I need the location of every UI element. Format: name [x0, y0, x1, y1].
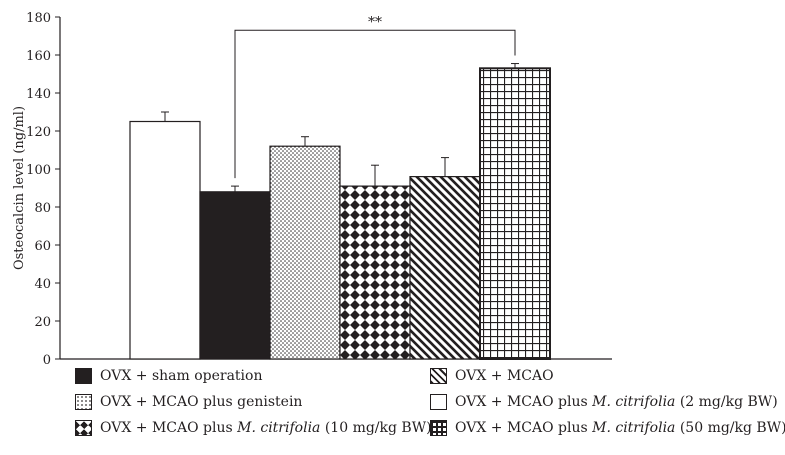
y-tick-label: 80 [34, 201, 51, 216]
y-axis-label: Osteocalcin level (ng/ml) [12, 106, 27, 270]
bar-diagonal [409, 176, 481, 360]
y-tick-label: 0 [43, 353, 51, 368]
bar-diamonds [339, 185, 411, 360]
bar-grid [479, 67, 551, 361]
y-tick-label: 160 [26, 49, 51, 64]
y-tick-label: 140 [26, 87, 51, 102]
y-tick-label: 20 [34, 315, 51, 330]
y-tick-label: 100 [26, 163, 51, 178]
y-tick-label: 180 [26, 11, 51, 26]
y-tick-label: 40 [34, 277, 51, 292]
bar-black [199, 191, 271, 360]
bar-dots [269, 145, 341, 360]
significance-label: ** [368, 14, 382, 30]
significance-bracket [234, 29, 516, 179]
y-tick-label: 60 [34, 239, 51, 254]
y-tick-label: 120 [26, 125, 51, 140]
bar-white [129, 120, 201, 360]
